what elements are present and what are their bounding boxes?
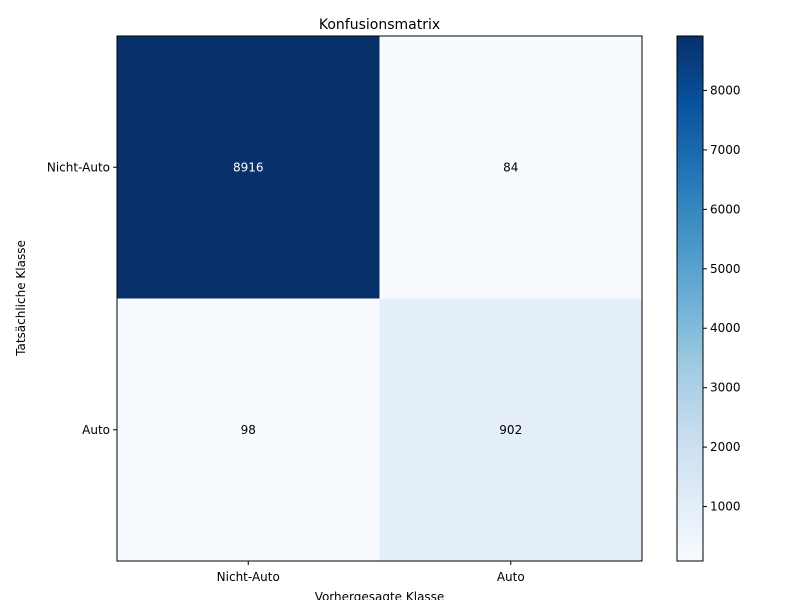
colorbar-ticks: 1000 2000 3000 4000 5000 6000 7000 8000 (703, 83, 741, 514)
cell-value-label: 902 (499, 423, 522, 437)
colorbar (676, 35, 704, 562)
colorbar-tick-label: 1000 (710, 500, 741, 514)
colorbar-tick-label: 3000 (710, 381, 741, 395)
colorbar-tick-label: 8000 (710, 83, 741, 97)
colorbar-tick-label: 6000 (710, 202, 741, 216)
colorbar-tick-label: 4000 (710, 321, 741, 335)
y-tick-label: Nicht-Auto (47, 160, 110, 174)
cell-value-label: 8916 (233, 160, 264, 174)
colorbar-tick-label: 5000 (710, 262, 741, 276)
heatmap-cells (117, 36, 642, 561)
heatmap-cell (379, 298, 642, 561)
heatmap-cell (117, 36, 380, 299)
x-tick-label: Nicht-Auto (217, 570, 280, 584)
cell-value-label: 98 (241, 423, 256, 437)
colorbar-tick-label: 2000 (710, 440, 741, 454)
plot-frame (116, 35, 643, 562)
heatmap-cell (379, 36, 642, 299)
heatmap-cell (117, 298, 380, 561)
cell-value-labels: 8916 84 98 902 (233, 160, 522, 437)
y-tick-label: Auto (82, 423, 110, 437)
colorbar-tick-label: 7000 (710, 143, 741, 157)
chart-title: Konfusionsmatrix (319, 17, 440, 33)
x-axis-label: Vorhergesagte Klasse (315, 590, 445, 600)
y-axis-label: Tatsächliche Klasse (14, 240, 28, 357)
cell-value-label: 84 (503, 160, 518, 174)
y-axis-ticks: Nicht-Auto Auto (47, 160, 117, 437)
x-tick-label: Auto (497, 570, 525, 584)
x-axis-ticks: Nicht-Auto Auto (217, 561, 525, 584)
